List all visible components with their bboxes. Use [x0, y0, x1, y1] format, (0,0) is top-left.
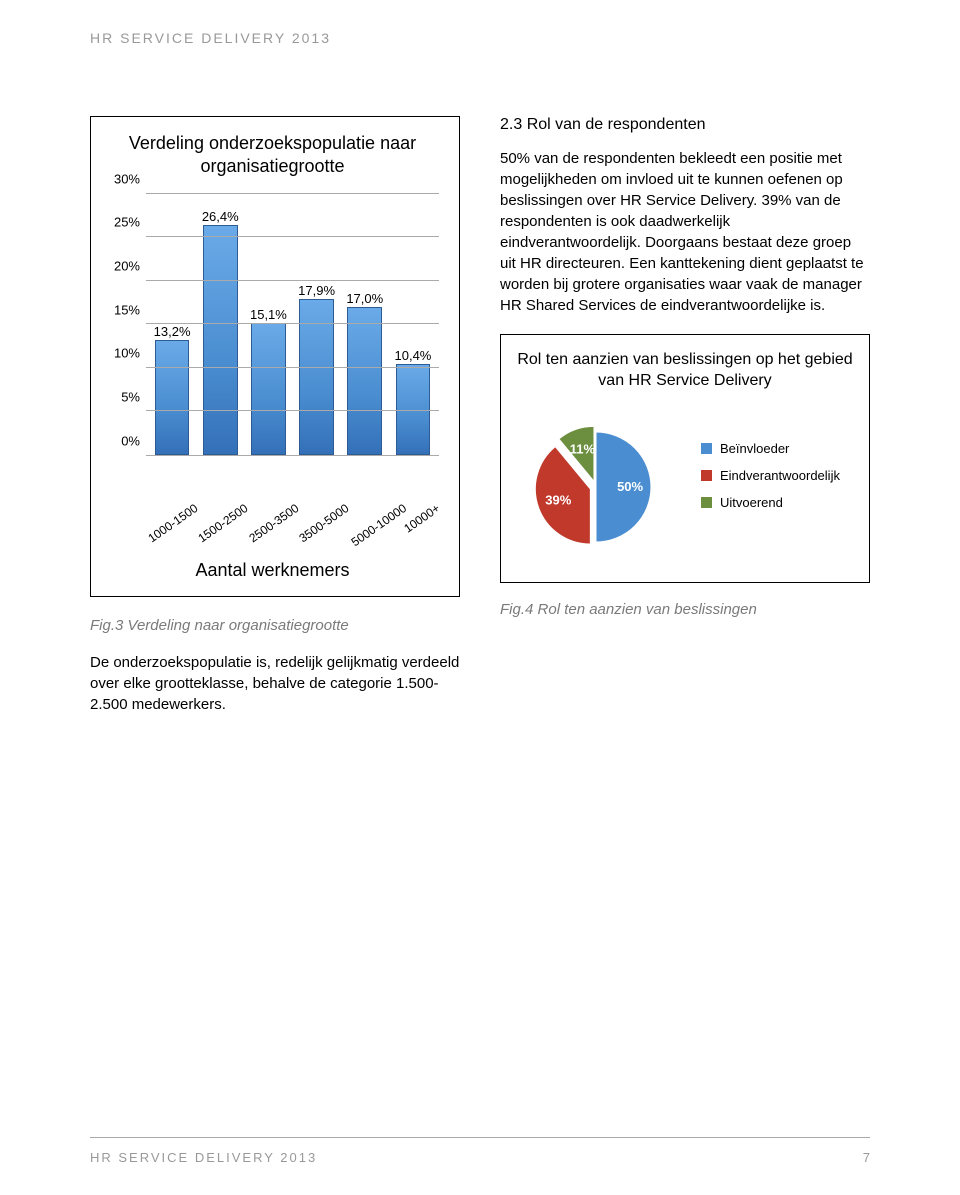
section-2-3-title: 2.3 Rol van de respondenten: [500, 116, 870, 134]
bar: [155, 340, 190, 455]
content-columns: Verdeling onderzoekspopulatie naar organ…: [90, 116, 870, 715]
bar-value-label: 10,4%: [395, 348, 432, 363]
x-tick-label: 2500-3500: [246, 501, 301, 545]
footer-left: HR SERVICE DELIVERY 2013: [90, 1150, 317, 1165]
legend-swatch: [701, 470, 712, 481]
pie-slice-label: 50%: [617, 479, 643, 494]
bar-value-label: 17,0%: [346, 291, 383, 306]
pie-chart: 11% 50% 39%: [511, 407, 681, 557]
legend-label: Uitvoerend: [720, 495, 783, 510]
pie-slice-label: 39%: [545, 492, 571, 507]
grid-line: [146, 280, 439, 281]
y-tick-label: 10%: [114, 346, 140, 361]
bar-wrap: 17,0%: [341, 194, 389, 455]
bar-wrap: 10,4%: [389, 194, 437, 455]
x-tick-label: 5000-10000: [348, 501, 409, 549]
grid-line: [146, 236, 439, 237]
bar-value-label: 15,1%: [250, 307, 287, 322]
bar-chart-plot: 13,2% 26,4% 15,1% 17,9% 17,0% 10,4%: [146, 194, 439, 456]
grid-line: [146, 367, 439, 368]
x-tick-label: 10000+: [401, 501, 442, 536]
bar-wrap: 15,1%: [244, 194, 292, 455]
grid-line: [146, 410, 439, 411]
y-tick-label: 25%: [114, 215, 140, 230]
bar-value-label: 26,4%: [202, 209, 239, 224]
pie-chart-title: Rol ten aanzien van beslissingen op het …: [511, 350, 859, 392]
bar-value-label: 13,2%: [154, 324, 191, 339]
y-tick-label: 20%: [114, 259, 140, 274]
bar-chart-title: Verdeling onderzoekspopulatie naar organ…: [106, 132, 439, 179]
x-tick-label: 3500-5000: [297, 501, 352, 545]
y-tick-label: 30%: [114, 171, 140, 186]
section-2-3-body: 50% van de respondenten bekleedt een pos…: [500, 148, 870, 316]
bar-chart-x-axis: 1000-15001500-25002500-35003500-50005000…: [106, 489, 439, 522]
pie-legend: Beïnvloeder Eindverantwoordelijk Uitvoeren…: [701, 441, 840, 522]
bar-chart-y-axis: 0%5%10%15%20%25%30%: [106, 194, 146, 456]
bar: [203, 225, 238, 455]
bar-chart-x-title: Aantal werknemers: [106, 560, 439, 581]
left-column: Verdeling onderzoekspopulatie naar organ…: [90, 116, 460, 715]
bar-wrap: 26,4%: [196, 194, 244, 455]
page-header: HR SERVICE DELIVERY 2013: [90, 30, 870, 46]
footer-page-number: 7: [863, 1150, 870, 1165]
bar-value-label: 17,9%: [298, 283, 335, 298]
grid-line: [146, 193, 439, 194]
bar-wrap: 17,9%: [293, 194, 341, 455]
y-tick-label: 15%: [114, 302, 140, 317]
fig4-caption: Fig.4 Rol ten aanzien van beslissingen: [500, 601, 870, 618]
legend-item: Eindverantwoordelijk: [701, 468, 840, 483]
right-column: 2.3 Rol van de respondenten 50% van de r…: [500, 116, 870, 715]
bar: [251, 323, 286, 454]
bar-chart-box: Verdeling onderzoekspopulatie naar organ…: [90, 116, 460, 597]
grid-line: [146, 323, 439, 324]
pie-slice-label: 11%: [570, 441, 596, 456]
y-tick-label: 0%: [121, 433, 140, 448]
x-tick-label: 1500-2500: [196, 501, 251, 545]
pie-chart-box: Rol ten aanzien van beslissingen op het …: [500, 334, 870, 583]
bar-chart: 0%5%10%15%20%25%30% 13,2%26,4%15,1%17,9%…: [106, 194, 439, 489]
fig3-body: De onderzoekspopulatie is, redelijk geli…: [90, 652, 460, 715]
legend-label: Eindverantwoordelijk: [720, 468, 840, 483]
fig3-caption: Fig.3 Verdeling naar organisatiegrootte: [90, 617, 460, 634]
bar: [347, 307, 382, 455]
page-footer: HR SERVICE DELIVERY 2013 7: [90, 1137, 870, 1165]
legend-swatch: [701, 443, 712, 454]
y-tick-label: 5%: [121, 390, 140, 405]
bar-wrap: 13,2%: [148, 194, 196, 455]
x-tick-label: 1000-1500: [145, 501, 200, 545]
legend-item: Uitvoerend: [701, 495, 840, 510]
legend-swatch: [701, 497, 712, 508]
legend-label: Beïnvloeder: [720, 441, 789, 456]
legend-item: Beïnvloeder: [701, 441, 840, 456]
